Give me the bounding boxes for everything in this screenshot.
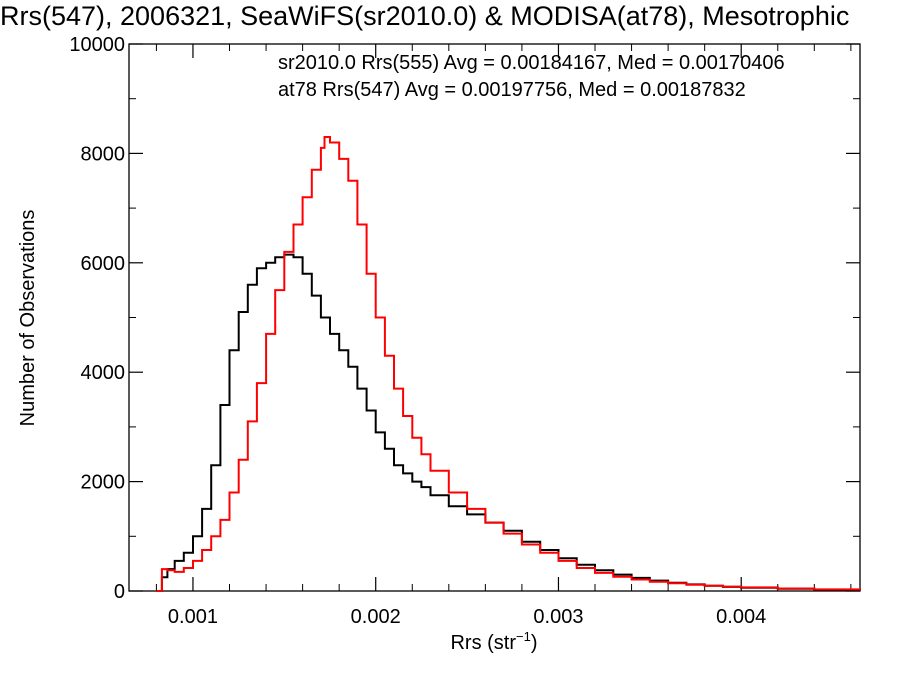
x-axis: 0.001 0.002 0.003 0.004 xyxy=(155,44,852,628)
x-tick-label: 0.003 xyxy=(533,606,583,628)
x-axis-label-close: ) xyxy=(531,632,538,654)
series-line-0 xyxy=(156,253,861,592)
y-tick-label: 10000 xyxy=(69,34,125,56)
y-tick-label: 4000 xyxy=(81,362,126,384)
y-tick-label: 8000 xyxy=(81,143,126,165)
x-axis-label: Rrs (str−1) xyxy=(450,629,537,654)
legend-entry-at78: at78 Rrs(547) Avg = 0.00197756, Med = 0.… xyxy=(278,79,746,101)
x-tick-label: 0.002 xyxy=(351,606,401,628)
y-axis: 0 2000 4000 6000 8000 10000 xyxy=(69,34,860,603)
chart-title: Rrs(547), 2006321, SeaWiFS(sr2010.0) & M… xyxy=(0,1,849,31)
x-axis-label-sup: −1 xyxy=(516,629,531,644)
y-axis-label: Number of Observations xyxy=(17,210,39,427)
series-line-1 xyxy=(156,136,861,592)
x-tick-label: 0.004 xyxy=(716,606,766,628)
y-tick-label: 6000 xyxy=(81,253,126,275)
y-tick-label: 0 xyxy=(114,581,125,603)
x-tick-label: 0.001 xyxy=(168,606,218,628)
legend-entry-sr2010: sr2010.0 Rrs(555) Avg = 0.00184167, Med … xyxy=(278,52,785,74)
x-axis-label-main: Rrs (str xyxy=(450,632,516,654)
y-tick-label: 2000 xyxy=(81,472,126,494)
series-layer xyxy=(156,136,861,592)
